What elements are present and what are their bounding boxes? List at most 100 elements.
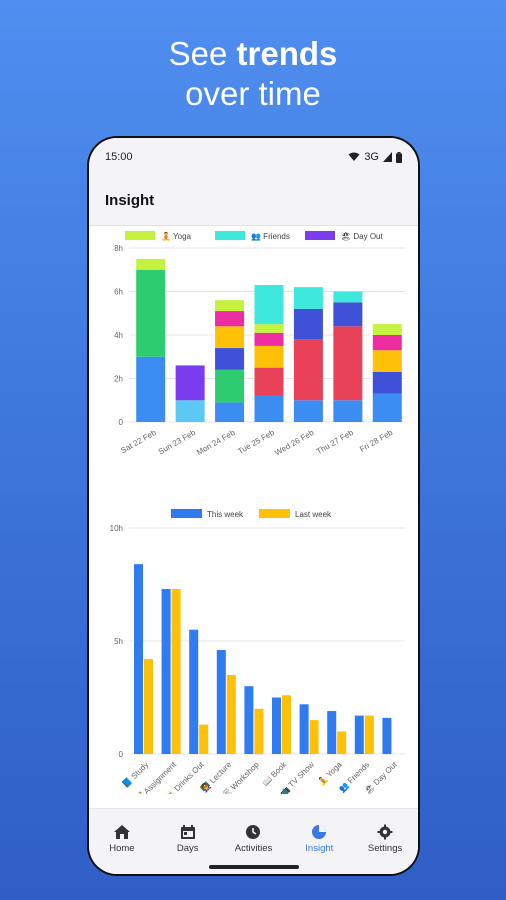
comparison-bar [382,717,392,754]
stacked-bar-segment [136,269,166,357]
stacked-bar-segment [254,332,284,346]
stacked-bar-segment [215,369,245,403]
stacked-bar-segment [215,348,245,370]
comparison-bar [244,686,254,754]
headline-line-1: See trends [0,34,506,74]
stacked-bar-segment [136,356,166,422]
status-time: 15:00 [105,151,133,163]
stacked-bar-segment [215,300,245,312]
legend-swatch [215,231,245,240]
calendar-icon [180,825,195,839]
comparison-bar [364,715,374,754]
bottom-navigation: Home Days Activities Insight Settings [89,808,418,874]
stacked-bar-segment [136,258,166,270]
legend-label: 🏖 Day Out [341,231,384,241]
legend-swatch [305,231,335,240]
stacked-bar-segment [372,324,402,335]
stacked-bar-segment [372,393,402,422]
comparison-bar [327,711,337,754]
x-tick-label: Fri 28 Feb [358,428,395,454]
comparison-bar [354,715,364,754]
stacked-bar-segment [254,324,284,333]
comparison-bar [226,674,236,754]
battery-icon [396,151,402,163]
comparison-bar [309,720,319,754]
stacked-bar-segment [372,371,402,394]
legend-label: 👥 Friends [251,232,290,241]
signal-icon [383,152,392,162]
legend-swatch [171,509,202,518]
stacked-bar-segment [215,402,245,422]
nav-insight-label: Insight [305,843,334,854]
nav-settings[interactable]: Settings [352,815,418,863]
comparison-bar [199,724,209,754]
nav-activities-label: Activities [234,843,273,854]
gesture-bar [208,865,299,869]
x-tick-label: Sun 23 Feb [157,428,198,457]
phone-frame: 15:00 3G Insight 🧘 Yoga 👥 Friends 🏖 Day Ou… [87,136,420,876]
comparison-bar [337,731,347,754]
stacked-bar-segment [254,395,284,422]
stacked-bar-segment [372,350,402,372]
legend-swatch [259,509,290,518]
headline-prefix: See [168,35,237,72]
comparison-bar [282,695,291,754]
headline: See trends over time [0,34,506,114]
stacked-bar-segment [293,339,323,401]
stacked-bar-segment [175,365,205,401]
clock-icon [246,825,261,839]
stacked-bar-segment [215,311,245,327]
stacked-bar-segment [293,400,323,422]
page-title: Insight [105,192,155,209]
phone-screen: 15:00 3G Insight 🧘 Yoga 👥 Friends 🏖 Day Ou… [89,138,418,874]
nav-days[interactable]: Days [155,815,221,863]
stacked-bar-segment [333,302,363,327]
comparison-bar [161,589,171,754]
comparison-bar [144,659,153,754]
x-tick-label: Tue 25 Feb [236,428,276,456]
pie-chart-icon [312,825,327,839]
legend-label: Last week [295,510,332,519]
x-tick-label: Sat 22 Feb [119,428,158,456]
y-tick-label: 10h [110,524,123,533]
headline-bold: trends [236,35,338,72]
wifi-icon [348,152,360,161]
legend-swatch [125,231,155,240]
comparison-bar [216,650,226,754]
comparison-bar [134,564,143,754]
stacked-bar-segment [372,335,402,351]
stacked-bar-segment [254,367,284,396]
y-tick-label: 4h [114,331,123,340]
stacked-bar-segment [333,291,363,303]
comparison-bar [171,589,181,754]
comparison-bar [299,704,309,754]
stacked-bar-segment [215,326,245,349]
stacked-bar-segment [293,308,323,340]
daily-activity-stacked-chart: 🧘 Yoga 👥 Friends 🏖 Day Out 0 2h 4h 6h 8h Sat 22 … [114,231,405,458]
stacked-bar-segment [175,400,205,422]
nav-settings-label: Settings [367,843,403,854]
legend-label: 🧘 Yoga [161,231,192,241]
comparison-bar [254,708,264,754]
y-tick-label: 0 [119,418,124,427]
app-bar: Insight [89,176,418,226]
home-icon [113,825,130,839]
nav-home-label: Home [109,843,135,854]
status-bar: 15:00 3G [89,138,418,176]
comparison-bar [272,697,281,754]
stacked-bar-segment [254,345,284,368]
gear-icon [377,824,393,840]
y-tick-label: 5h [114,637,123,646]
x-tick-label: Thu 27 Feb [315,428,355,457]
stacked-bar-segment [333,326,363,401]
x-tick-label: Wed 26 Feb [273,428,316,458]
status-icons: 3G [348,151,402,163]
nav-days-label: Days [176,843,199,854]
nav-activities[interactable]: Activities [221,815,287,863]
nav-home[interactable]: Home [89,815,155,863]
nav-insight[interactable]: Insight [286,815,352,863]
stacked-bar-segment [333,400,363,422]
headline-line-2: over time [185,75,321,112]
x-tick-label: 🧘 Yoga [315,759,344,788]
